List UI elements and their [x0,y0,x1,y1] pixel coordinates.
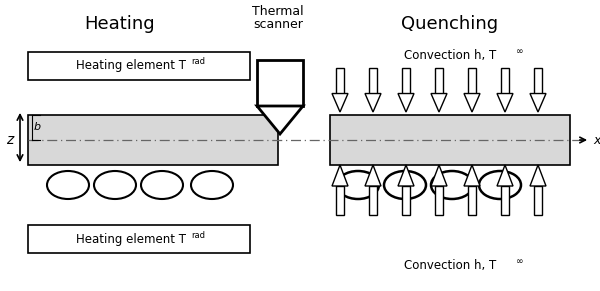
Bar [369,68,377,93]
Ellipse shape [337,171,379,199]
Bar [28,225,250,253]
Text: z: z [7,133,14,147]
Text: Thermal: Thermal [252,5,304,18]
Bar [336,68,344,93]
Polygon shape [464,165,480,186]
Bar [534,68,542,93]
Text: Heating element T: Heating element T [76,59,186,72]
Text: Quenching: Quenching [401,15,499,33]
Polygon shape [398,93,414,112]
Bar [330,115,570,165]
Polygon shape [332,165,348,186]
Bar [468,186,476,215]
Polygon shape [365,93,381,112]
Text: ∞: ∞ [516,257,523,266]
Polygon shape [431,93,447,112]
Text: rad: rad [191,58,205,67]
Bar [402,186,410,215]
Bar [534,186,542,215]
Polygon shape [257,106,303,134]
Ellipse shape [479,171,521,199]
Polygon shape [398,165,414,186]
Ellipse shape [141,171,183,199]
Bar [28,115,278,165]
Text: b: b [34,123,41,132]
Polygon shape [530,93,546,112]
Bar [435,186,443,215]
Text: scanner: scanner [253,18,303,31]
Ellipse shape [384,171,426,199]
Bar [435,68,443,93]
Bar [28,52,250,80]
Polygon shape [497,165,513,186]
Ellipse shape [191,171,233,199]
Polygon shape [530,165,546,186]
Text: Convection h, T: Convection h, T [404,258,496,272]
Ellipse shape [431,171,473,199]
Polygon shape [365,165,381,186]
Polygon shape [497,93,513,112]
Bar [336,186,344,215]
Bar [468,68,476,93]
Text: ∞: ∞ [516,47,523,56]
Bar [501,68,509,93]
Bar [369,186,377,215]
Ellipse shape [94,171,136,199]
Text: Heating element T: Heating element T [76,233,186,246]
Text: Heating: Heating [85,15,155,33]
Bar [501,186,509,215]
Polygon shape [332,93,348,112]
Text: rad: rad [191,230,205,239]
Ellipse shape [47,171,89,199]
Bar [257,60,303,106]
Text: Convection h, T: Convection h, T [404,49,496,61]
Text: x: x [593,134,600,146]
Polygon shape [431,165,447,186]
Bar [402,68,410,93]
Polygon shape [464,93,480,112]
